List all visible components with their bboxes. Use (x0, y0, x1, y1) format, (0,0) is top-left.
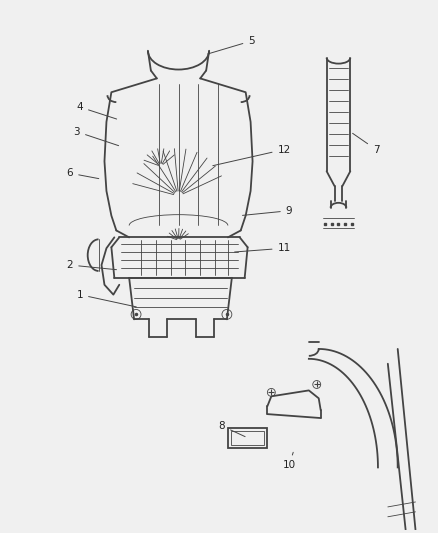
Text: 7: 7 (353, 133, 379, 155)
Text: 10: 10 (283, 453, 296, 471)
Text: 6: 6 (67, 168, 99, 179)
Text: 2: 2 (67, 260, 117, 270)
Text: 1: 1 (77, 289, 136, 307)
Text: 8: 8 (219, 421, 245, 437)
Text: 3: 3 (74, 127, 119, 146)
Text: 9: 9 (243, 206, 293, 216)
Text: 12: 12 (213, 144, 291, 166)
Text: 11: 11 (235, 243, 291, 253)
Text: 5: 5 (208, 36, 255, 54)
Text: 4: 4 (77, 102, 117, 119)
